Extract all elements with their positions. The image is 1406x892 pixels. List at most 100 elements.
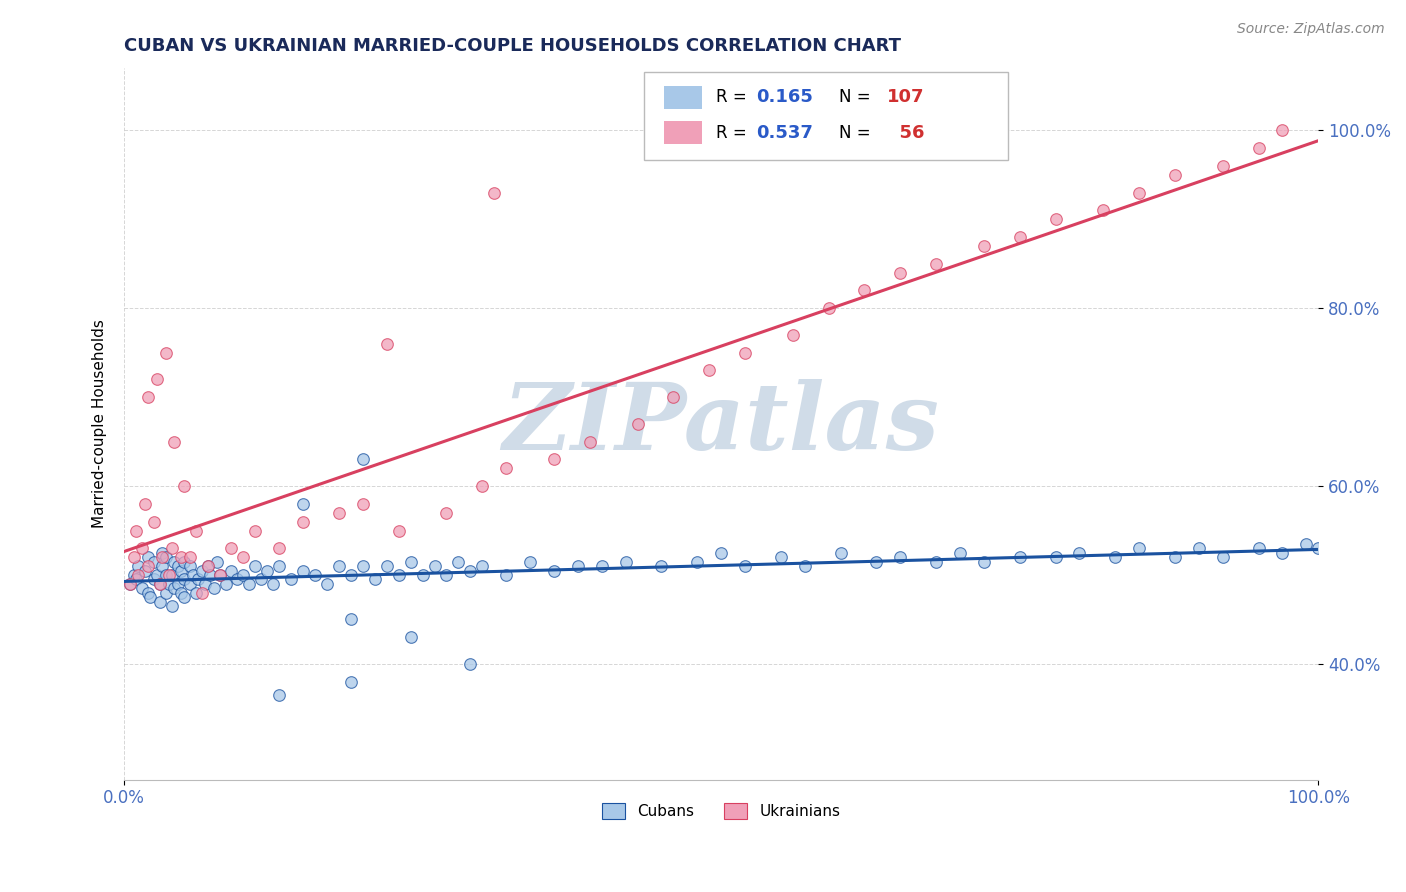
Point: [292, 515, 315, 529]
Point: [173, 479, 195, 493]
Point: [340, 612, 363, 626]
Point: [122, 568, 145, 582]
Point: [155, 586, 177, 600]
Point: [626, 417, 648, 431]
Point: [149, 577, 172, 591]
Point: [316, 577, 339, 591]
Point: [925, 555, 948, 569]
Point: [194, 577, 217, 591]
FancyBboxPatch shape: [644, 71, 1008, 161]
Point: [304, 568, 326, 582]
Point: [262, 577, 284, 591]
Point: [142, 515, 165, 529]
Point: [173, 591, 195, 605]
Point: [1128, 541, 1150, 556]
Point: [1008, 230, 1031, 244]
Point: [173, 573, 195, 587]
Point: [157, 568, 180, 582]
Point: [375, 336, 398, 351]
Point: [1247, 141, 1270, 155]
Point: [460, 657, 482, 671]
Point: [769, 550, 792, 565]
Point: [889, 266, 911, 280]
Point: [205, 555, 228, 569]
Point: [136, 586, 159, 600]
Point: [399, 630, 422, 644]
Point: [543, 564, 565, 578]
Point: [202, 582, 225, 596]
Text: CUBAN VS UKRAINIAN MARRIED-COUPLE HOUSEHOLDS CORRELATION CHART: CUBAN VS UKRAINIAN MARRIED-COUPLE HOUSEH…: [124, 37, 901, 55]
Point: [160, 568, 183, 582]
Point: [292, 564, 315, 578]
Text: 56: 56: [887, 124, 925, 142]
Point: [198, 568, 221, 582]
Point: [650, 559, 672, 574]
Point: [1295, 537, 1317, 551]
Point: [155, 550, 177, 565]
Point: [1271, 123, 1294, 137]
Point: [173, 555, 195, 569]
Point: [484, 186, 506, 200]
Point: [280, 573, 302, 587]
Point: [170, 564, 193, 578]
Point: [352, 452, 374, 467]
Point: [471, 479, 494, 493]
Point: [1271, 546, 1294, 560]
Point: [150, 550, 173, 565]
Point: [1188, 541, 1211, 556]
Point: [232, 550, 254, 565]
Point: [131, 541, 153, 556]
Legend: Cubans, Ukrainians: Cubans, Ukrainians: [596, 797, 846, 825]
Point: [184, 586, 207, 600]
Point: [190, 564, 212, 578]
Point: [793, 559, 815, 574]
Point: [1045, 212, 1067, 227]
Point: [1212, 550, 1234, 565]
Point: [1092, 203, 1115, 218]
Point: [131, 582, 153, 596]
Point: [495, 461, 517, 475]
Point: [471, 559, 494, 574]
Point: [1164, 550, 1187, 565]
Text: Source: ZipAtlas.com: Source: ZipAtlas.com: [1237, 22, 1385, 37]
Point: [412, 568, 434, 582]
Text: 0.537: 0.537: [756, 124, 813, 142]
Point: [375, 559, 398, 574]
Point: [155, 345, 177, 359]
Point: [519, 555, 541, 569]
Point: [578, 434, 600, 449]
Point: [328, 506, 350, 520]
Point: [256, 564, 278, 578]
Point: [614, 555, 637, 569]
Point: [127, 559, 149, 574]
Point: [1212, 159, 1234, 173]
Point: [208, 568, 231, 582]
Point: [352, 559, 374, 574]
Y-axis label: Married-couple Households: Married-couple Households: [93, 319, 107, 528]
Point: [150, 559, 173, 574]
Point: [125, 573, 148, 587]
Point: [292, 497, 315, 511]
Point: [157, 577, 180, 591]
Point: [166, 577, 188, 591]
Point: [1069, 546, 1091, 560]
Point: [179, 559, 201, 574]
Point: [163, 434, 186, 449]
Point: [166, 559, 188, 574]
Point: [118, 577, 141, 591]
Point: [136, 550, 159, 565]
Point: [567, 559, 589, 574]
Point: [734, 345, 756, 359]
Point: [495, 568, 517, 582]
Point: [436, 568, 458, 582]
Point: [388, 524, 411, 538]
Point: [460, 564, 482, 578]
Point: [118, 577, 141, 591]
Point: [155, 568, 177, 582]
Point: [340, 568, 363, 582]
Point: [214, 577, 236, 591]
Point: [197, 559, 219, 574]
Point: [125, 524, 148, 538]
Point: [1164, 168, 1187, 182]
Point: [269, 688, 291, 702]
